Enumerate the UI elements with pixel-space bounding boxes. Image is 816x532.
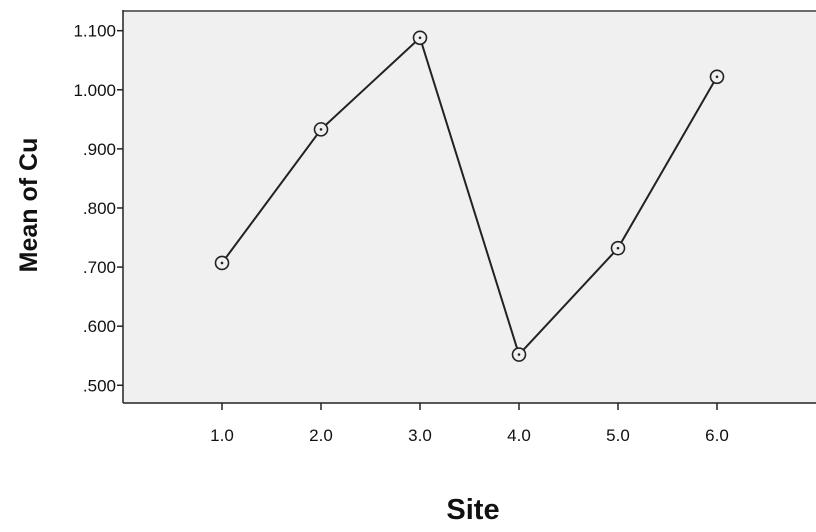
y-tick-label: 1.100: [73, 22, 116, 41]
data-point-dot: [616, 246, 620, 250]
series-line: [221, 35, 718, 357]
x-tick-label: 5.0: [606, 426, 630, 445]
y-tick-label: 1.000: [73, 81, 116, 100]
data-point-dot: [715, 75, 719, 79]
y-ticks: .500 .600 .700 .800 .900 1.000 1.100: [73, 22, 123, 395]
y-tick-label: .500: [83, 376, 116, 395]
data-point-dot: [319, 128, 323, 131]
x-tick-label: 1.0: [210, 426, 234, 445]
data-point-dot: [517, 353, 521, 356]
y-axis-title: Mean of Cu: [15, 138, 43, 273]
x-axis-title: Site: [446, 494, 499, 526]
y-tick-label: .700: [83, 258, 116, 277]
y-tick-label: .900: [83, 140, 116, 159]
plot-area: [123, 10, 816, 403]
y-tick-label: .600: [83, 317, 116, 336]
y-tick-label: .800: [83, 199, 116, 218]
data-point-dot: [220, 261, 224, 265]
x-tick-label: 6.0: [705, 426, 729, 445]
x-ticks: 1.0 2.0 3.0 4.0 5.0 6.0: [210, 403, 729, 445]
data-point-dot: [418, 36, 422, 40]
series-lines: [221, 35, 718, 357]
x-tick-label: 2.0: [309, 426, 333, 445]
data-points: [214, 30, 725, 362]
x-tick-label: 3.0: [408, 426, 432, 445]
x-tick-label: 4.0: [507, 426, 531, 445]
